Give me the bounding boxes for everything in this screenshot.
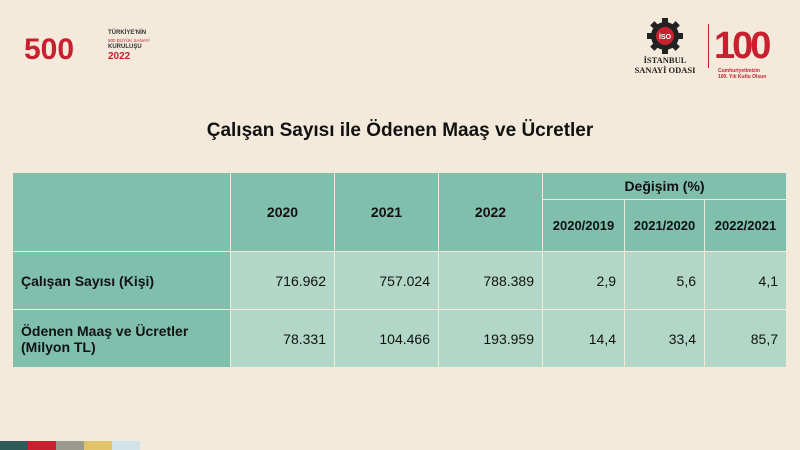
table-cell: 78.331 (230, 309, 335, 368)
change-subheader-2022-2021: 2022/2021 (704, 199, 787, 252)
table-cell: 4,1 (704, 251, 787, 310)
table-cell: 33,4 (624, 309, 705, 368)
table-cell: 104.466 (334, 309, 439, 368)
change-subheader-2021-2020: 2021/2020 (624, 199, 705, 252)
color-stripe-segment (112, 441, 140, 450)
centennial-line1: Cumhuriyetimizin (718, 68, 760, 74)
iso-emblem-text: İSO (659, 33, 672, 41)
table-cell: 85,7 (704, 309, 787, 368)
iso-org-name: İSTANBUL SANAYİ ODASI (630, 55, 700, 75)
centennial-100-graphic: 100 (714, 25, 773, 66)
logo-left-line3: KURULUŞU (108, 44, 142, 50)
table-cell: 5,6 (624, 251, 705, 310)
color-stripe-segment (56, 441, 84, 450)
iso-logo: İSO İSTANBUL SANAYİ ODASI 100 Cumhuriyet… (630, 18, 790, 80)
page-title: Çalışan Sayısı ile Ödenen Maaş ve Ücretl… (206, 120, 594, 141)
iso-org-line1: İSTANBUL (643, 55, 687, 65)
numeral-500-graphic: 500 (24, 33, 74, 66)
row-label-employees: Çalışan Sayısı (Kişi) (12, 251, 231, 310)
data-table: 2020 2021 2022 Değişim (%) 2020/2019 202… (12, 172, 787, 368)
logo-left-line2: 500 BÜYÜK SANAYİ (108, 38, 150, 43)
bottom-color-bar (0, 441, 140, 450)
table-cell: 193.959 (438, 309, 543, 368)
color-stripe-segment (84, 441, 112, 450)
logo-numeral: 500 (24, 33, 74, 66)
table-row: Ödenen Maaş ve Ücretler (Milyon TL) 78.3… (12, 309, 787, 368)
year-header-2020: 2020 (230, 172, 335, 252)
turkiye-500-logo: 500 TÜRKİYE'NİN 500 BÜYÜK SANAYİ KURULUŞ… (22, 22, 172, 70)
table-cell: 2,9 (542, 251, 625, 310)
table-cell: 757.024 (334, 251, 439, 310)
year-header-2022: 2022 (438, 172, 543, 252)
color-stripe-segment (28, 441, 56, 450)
centennial-number: 100 (714, 25, 770, 66)
table-cell: 14,4 (542, 309, 625, 368)
table-cell: 788.389 (438, 251, 543, 310)
logo-divider (708, 24, 709, 68)
gear-icon: İSO (647, 18, 683, 54)
centennial-line2: 100. Yılı Kutlu Olsun (718, 74, 767, 80)
logo-left-year: 2022 (108, 51, 131, 62)
year-header-2021: 2021 (334, 172, 439, 252)
iso-org-line2: SANAYİ ODASI (634, 65, 696, 75)
logo-left-text: TÜRKİYE'NİN 500 BÜYÜK SANAYİ KURULUŞU 20… (108, 30, 150, 63)
table-cell: 716.962 (230, 251, 335, 310)
row-label-wages-line2: (Milyon TL) (21, 338, 96, 355)
table-row: Çalışan Sayısı (Kişi) 716.962 757.024 78… (12, 251, 787, 310)
change-subheader-2020-2019: 2020/2019 (542, 199, 625, 252)
color-stripe-segment (0, 441, 28, 450)
change-header: Değişim (%) (542, 172, 787, 200)
row-label-wages: Ödenen Maaş ve Ücretler (Milyon TL) (12, 309, 231, 368)
table-corner-cell (12, 172, 231, 252)
row-label-wages-line1: Ödenen Maaş ve Ücretler (21, 322, 189, 339)
centennial-caption: Cumhuriyetimizin 100. Yılı Kutlu Olsun (718, 68, 766, 80)
logo-left-line1: TÜRKİYE'NİN (108, 30, 147, 36)
